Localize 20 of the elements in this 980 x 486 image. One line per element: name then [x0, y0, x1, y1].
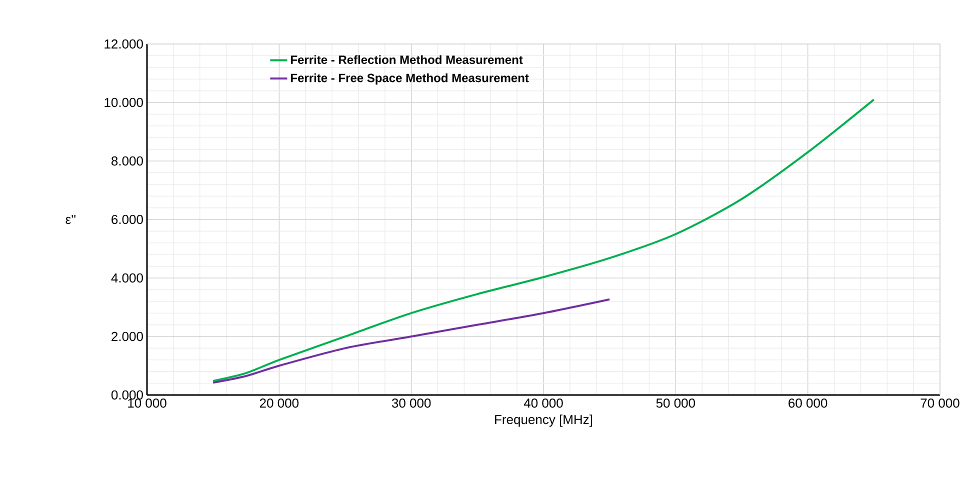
y-tick-label: 4.000	[111, 273, 143, 283]
x-tick-label: 40 000	[524, 398, 563, 408]
x-tick-label: 10 000	[128, 398, 166, 408]
x-tick-label: 50 000	[656, 398, 696, 408]
x-tick-label: 20 000	[260, 398, 299, 408]
y-tick-label: 6.000	[112, 214, 143, 224]
x-axis-title: Frequency [MHz]	[495, 414, 592, 427]
y-axis-title: ε''	[66, 214, 76, 224]
legend-label: Ferrite - Free Space Method Measurement	[291, 73, 529, 85]
x-tick-label: 30 000	[392, 398, 431, 408]
y-tick-label: 0.000	[111, 390, 143, 400]
line-series	[212, 98, 875, 382]
y-tick-label: 8.000	[112, 156, 143, 166]
x-tick-label: 70 000	[920, 398, 960, 408]
y-tick-label: 2.000	[112, 332, 143, 342]
x-tick-label: 60 000	[788, 398, 828, 408]
y-tick-label: 12.000	[104, 39, 143, 49]
line-series	[212, 298, 611, 384]
legend-label: Ferrite - Reflection Method Measurement	[291, 55, 523, 64]
y-tick-label: 10.000	[104, 98, 143, 108]
